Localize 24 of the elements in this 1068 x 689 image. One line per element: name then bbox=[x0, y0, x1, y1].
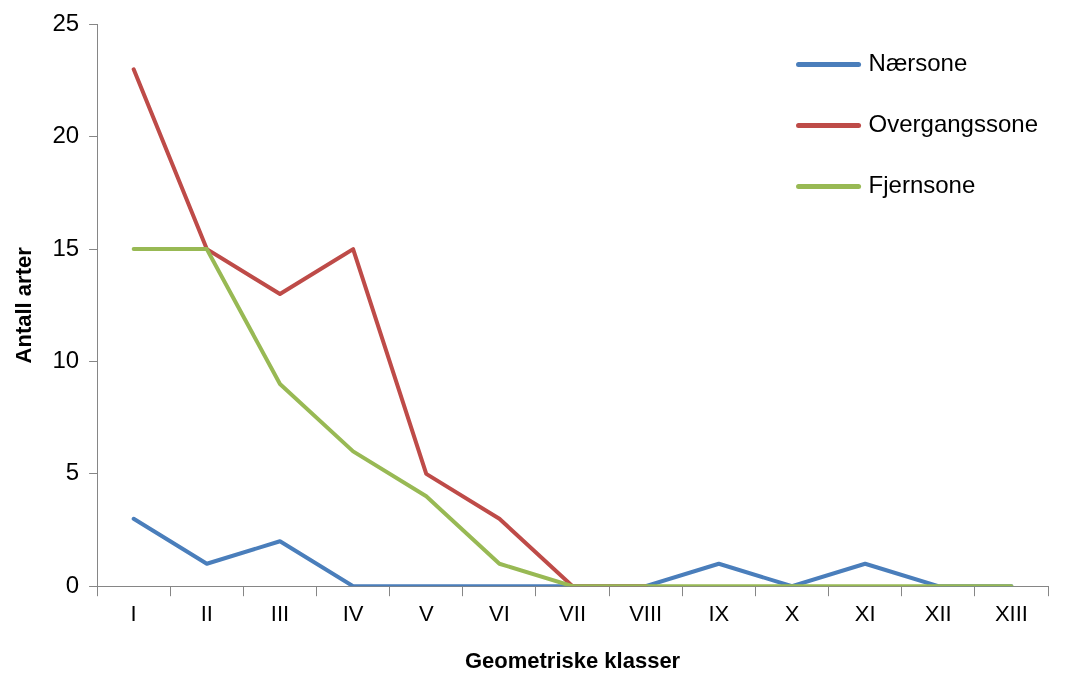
x-tick-label: III bbox=[270, 601, 290, 627]
x-tick-label: IV bbox=[342, 601, 364, 627]
x-tick-label: VII bbox=[559, 601, 586, 627]
y-tick-label: 5 bbox=[65, 458, 80, 486]
legend-label: Nærsone bbox=[868, 49, 968, 77]
x-tick-label: II bbox=[200, 601, 213, 627]
legend-label: Overgangssone bbox=[868, 110, 1039, 138]
y-axis-title: Antall arter bbox=[11, 246, 37, 364]
x-tick-label: XI bbox=[854, 601, 876, 627]
x-tick-label: X bbox=[784, 601, 800, 627]
y-tick-label: 15 bbox=[52, 233, 80, 261]
x-tick-label: VI bbox=[489, 601, 510, 627]
legend-label: Fjernsone bbox=[868, 171, 976, 199]
y-tick-label: 0 bbox=[65, 570, 80, 598]
x-axis-title: Geometriske klasser bbox=[464, 647, 681, 673]
x-tick-label: V bbox=[418, 601, 434, 627]
y-tick-label: 25 bbox=[52, 9, 80, 37]
x-tick-label: I bbox=[130, 601, 137, 627]
x-tick-label: VIII bbox=[629, 601, 663, 627]
y-tick-label: 10 bbox=[52, 346, 80, 374]
x-tick-label: XII bbox=[924, 601, 952, 627]
x-tick-label: IX bbox=[708, 601, 730, 627]
x-tick-label: XIII bbox=[994, 601, 1028, 627]
y-tick-label: 20 bbox=[52, 121, 80, 149]
